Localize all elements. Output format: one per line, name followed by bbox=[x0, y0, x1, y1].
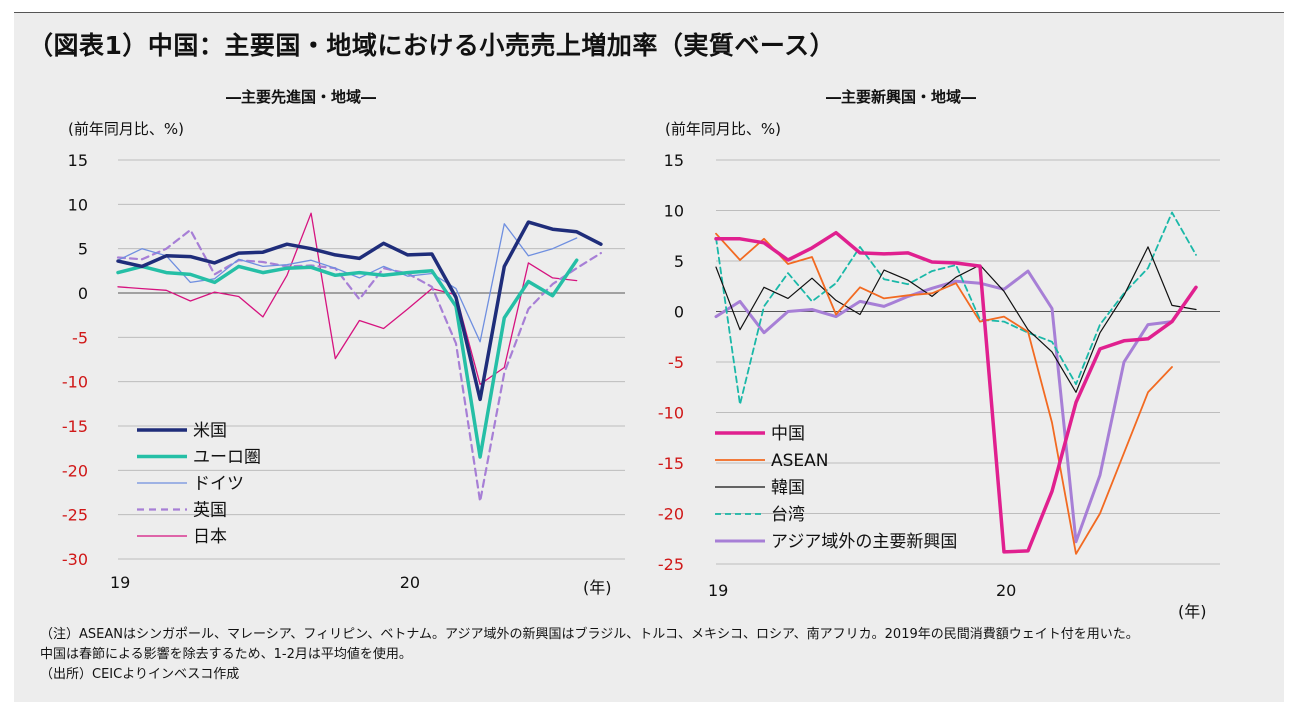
y-tick-label: 5 bbox=[674, 252, 684, 271]
x-tick-label: 19 bbox=[708, 581, 728, 600]
y-tick-label: -25 bbox=[658, 555, 684, 574]
y-tick-label: 0 bbox=[674, 303, 684, 322]
x-axis-unit: (年) bbox=[583, 578, 612, 597]
series-line-1 bbox=[116, 258, 579, 459]
y-tick-label: 15 bbox=[664, 151, 684, 170]
series-line-4 bbox=[117, 212, 578, 385]
series-line-3 bbox=[116, 228, 603, 503]
y-tick-label: 0 bbox=[78, 284, 88, 303]
y-tick-label: -5 bbox=[72, 328, 88, 347]
legend-label: 米国 bbox=[193, 421, 227, 441]
y-tick-label: -10 bbox=[62, 373, 88, 392]
left-chart-ylabel: (前年同月比、%) bbox=[68, 120, 184, 138]
legend-label: ASEAN bbox=[771, 451, 829, 471]
y-tick-label: 15 bbox=[68, 151, 88, 170]
y-tick-label: 5 bbox=[78, 240, 88, 259]
x-axis-unit: (年) bbox=[1178, 602, 1207, 620]
y-tick-label: -15 bbox=[62, 417, 88, 436]
series-line-3 bbox=[715, 211, 1197, 406]
note-asean: （注）ASEANはシンガポール、マレーシア、フィリピン、ベトナム。アジア域外の新… bbox=[40, 627, 1139, 642]
y-tick-label: 10 bbox=[68, 195, 88, 214]
y-tick-label: -15 bbox=[658, 454, 684, 473]
series-line-1 bbox=[715, 232, 1173, 555]
legend-label: 中国 bbox=[771, 424, 805, 444]
y-tick-label: -20 bbox=[658, 505, 684, 524]
y-tick-label: -5 bbox=[668, 353, 684, 372]
footnotes: （注）ASEANはシンガポール、マレーシア、フィリピン、ベトナム。アジア域外の新… bbox=[40, 625, 1139, 685]
left-chart-title: ―主要先進国・地域― bbox=[226, 88, 377, 106]
emerging-markets-chart: 15 10 5 0 -5 -10 -15 -20 -25 19 20 (年) 中国 ASEAN 韓国台湾アジ… bbox=[658, 151, 1220, 620]
figure-title: （図表1）中国：主要国・地域における小売売上増加率（実質ベース） bbox=[28, 31, 836, 60]
legend-label: 韓国 bbox=[771, 478, 805, 498]
right-chart-title: ―主要新興国・地域― bbox=[826, 88, 977, 106]
x-tick-label: 20 bbox=[400, 573, 420, 592]
top-rule bbox=[14, 12, 1284, 13]
x-tick-label: 19 bbox=[110, 573, 130, 592]
series-line-4 bbox=[714, 269, 1174, 544]
legend-label: ユーロ圏 bbox=[193, 448, 261, 468]
y-tick-label: -30 bbox=[62, 550, 88, 569]
y-tick-label: -10 bbox=[658, 404, 684, 423]
series-line-0 bbox=[714, 230, 1198, 554]
figure-panel bbox=[14, 12, 1284, 702]
series-line-2 bbox=[715, 246, 1197, 393]
series-line-0 bbox=[116, 220, 603, 402]
y-tick-label: -25 bbox=[62, 506, 88, 525]
legend-label: 台湾 bbox=[771, 505, 805, 525]
legend-label: 日本 bbox=[193, 527, 227, 547]
y-tick-label: -20 bbox=[62, 461, 88, 480]
note-source: （出所）CEICよりインベスコ作成 bbox=[40, 667, 240, 682]
right-chart-ylabel: (前年同月比、%) bbox=[665, 120, 781, 138]
developed-markets-chart: 15 10 5 0 -5 -10 -15 -20 -25 -30 19 20 (年) 米国ユーロ圏ドイツ英… bbox=[62, 151, 625, 597]
legend-label: 英国 bbox=[193, 501, 227, 521]
legend-label: アジア域外の主要新興国 bbox=[771, 532, 957, 552]
y-tick-label: 10 bbox=[664, 202, 684, 221]
note-china: 中国は春節による影響を除去するため、1-2月は平均値を使用。 bbox=[40, 647, 412, 662]
x-tick-label: 20 bbox=[996, 581, 1016, 600]
legend-label: ドイツ bbox=[193, 474, 244, 494]
